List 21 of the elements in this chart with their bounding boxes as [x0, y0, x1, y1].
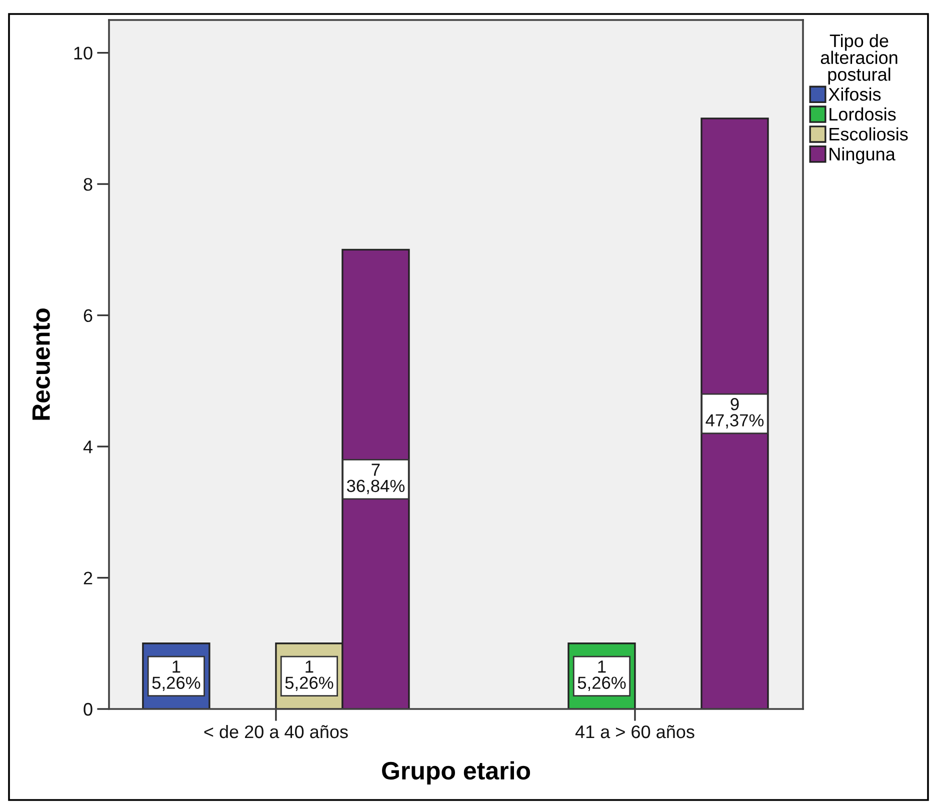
- legend-label: Lordosis: [830, 107, 896, 121]
- x-tick-label: 41 a > 60 años: [575, 725, 694, 738]
- y-axis-title: Recuento: [32, 308, 50, 420]
- data-label: 9 47,37%: [706, 398, 764, 429]
- y-tick-label: 6: [84, 309, 92, 322]
- legend-label: Xifosis: [828, 88, 881, 101]
- y-tick-label: 10: [74, 46, 92, 60]
- y-tick-label: 4: [83, 440, 92, 454]
- data-label: 1 5,26%: [152, 660, 200, 691]
- legend-label: Ninguna: [830, 147, 896, 164]
- data-label: 7 36,84%: [346, 464, 405, 494]
- y-tick-label: 8: [84, 178, 92, 191]
- x-axis-title: Grupo etario: [382, 761, 530, 785]
- bar: [700, 118, 769, 709]
- data-label: 1 5,26%: [578, 660, 626, 691]
- legend-title: Tipo de alteracion postural: [820, 34, 898, 84]
- x-tick-label: < de 20 a 40 años: [204, 724, 348, 738]
- data-label: 1 5,26%: [285, 660, 334, 691]
- legend-label: Escoliosis: [830, 127, 908, 141]
- y-tick-label: 2: [84, 572, 92, 584]
- y-tick-label: 0: [84, 702, 92, 716]
